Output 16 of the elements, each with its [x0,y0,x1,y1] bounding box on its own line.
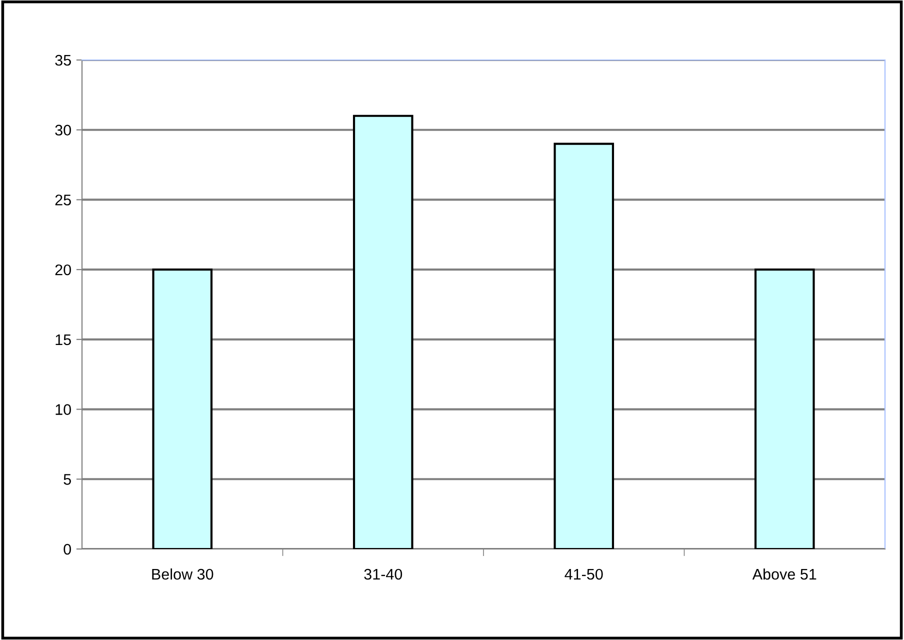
bar [554,142,614,549]
y-tick-label: 35 [55,54,71,66]
bar [352,114,414,549]
x-tick-label: 31-40 [364,568,402,580]
y-tick-label: 5 [64,474,71,485]
y-tick-label: 10 [56,404,71,415]
x-tick-label: Above 51 [752,568,816,580]
bar [754,268,815,549]
y-tick-label: 0 [64,544,71,555]
bar [152,268,213,549]
x-tick-label: Below 30 [152,568,214,580]
y-tick-label: 20 [55,264,71,276]
y-tick-label: 30 [55,124,71,136]
y-tick-label: 25 [55,194,71,206]
y-tick-label: 15 [56,334,71,346]
x-tick-label: 41-50 [564,568,603,580]
